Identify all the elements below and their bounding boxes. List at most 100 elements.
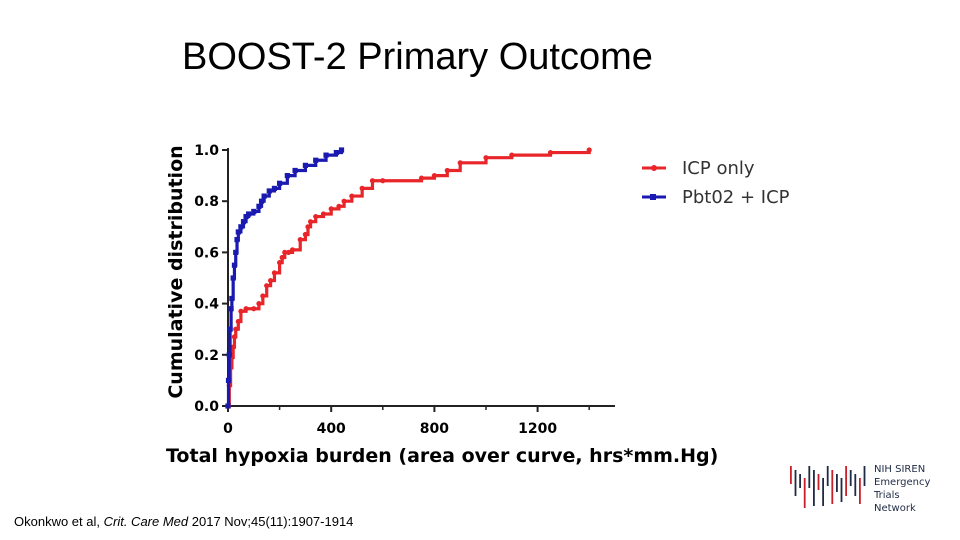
- data-point: [586, 147, 592, 153]
- data-point: [233, 326, 239, 332]
- data-point: [380, 178, 386, 184]
- chart-legend: ICP only Pbt02 + ICP: [642, 158, 790, 208]
- data-point: [328, 206, 334, 212]
- data-point: [230, 275, 236, 281]
- data-point: [233, 249, 239, 255]
- data-point: [341, 198, 347, 204]
- data-point: [271, 270, 278, 276]
- logo-line-4: Network: [874, 503, 916, 514]
- chart-axes: 0.0 0.2 0.4 0.6 0.8 1.0 0 400 800 1200: [194, 143, 615, 437]
- data-point: [305, 224, 311, 230]
- data-point: [238, 308, 244, 314]
- logo-bar: [803, 478, 806, 508]
- data-point: [292, 167, 298, 174]
- y-tick-label: 0.6: [194, 245, 219, 261]
- x-tick-label: 800: [420, 421, 449, 437]
- y-axis-label: Cumulative distribution: [165, 145, 187, 398]
- data-point: [277, 180, 283, 186]
- data-point: [266, 188, 272, 194]
- data-point: [225, 403, 231, 409]
- series-layer: [225, 147, 592, 409]
- data-point: [235, 318, 241, 325]
- data-point: [240, 219, 247, 225]
- data-point: [418, 175, 425, 181]
- data-point: [251, 306, 257, 312]
- data-point: [313, 213, 319, 220]
- series-line: [227, 150, 591, 408]
- series-line: [226, 150, 344, 408]
- data-point: [302, 162, 308, 168]
- legend-item: ICP only: [642, 158, 755, 179]
- data-point: [231, 334, 238, 340]
- x-axis-label: Total hypoxia burden (area over curve, h…: [166, 445, 718, 467]
- data-point: [246, 211, 252, 217]
- logo-bar: [826, 466, 829, 486]
- data-point: [228, 306, 234, 312]
- logo-bar: [790, 466, 792, 484]
- data-point: [231, 262, 238, 268]
- x-tick-label: 400: [317, 421, 346, 437]
- data-point: [349, 193, 355, 199]
- logo-bar: [840, 478, 843, 502]
- y-tick-label: 0.8: [194, 194, 219, 210]
- data-point: [260, 293, 266, 299]
- logo-bar: [849, 470, 852, 486]
- logo-line-3: Trials: [873, 490, 900, 501]
- data-point: [313, 157, 319, 163]
- data-point: [286, 249, 292, 255]
- data-point: [279, 254, 285, 261]
- citation: Okonkwo et al, Crit. Care Med 2017 Nov;4…: [14, 514, 353, 529]
- data-point: [277, 260, 283, 266]
- nih-siren-logo: NIH SIREN Emergency Trials Network: [790, 464, 930, 514]
- data-point: [256, 301, 262, 307]
- y-tick-label: 0.2: [194, 348, 219, 364]
- data-point: [230, 344, 236, 350]
- logo-bar: [822, 478, 824, 506]
- data-point: [267, 277, 274, 284]
- logo-bar: [845, 466, 847, 496]
- data-point: [483, 155, 489, 161]
- data-point: [333, 149, 339, 156]
- y-tick-label: 0.0: [194, 399, 219, 415]
- data-point: [235, 229, 241, 235]
- data-point: [323, 152, 329, 158]
- data-point: [359, 185, 365, 191]
- y-tick-label: 0.4: [194, 297, 219, 313]
- logo-line-1: NIH SIREN: [874, 464, 925, 475]
- logo-bars: [790, 466, 866, 508]
- data-point: [258, 198, 265, 204]
- data-point: [229, 295, 235, 302]
- data-point: [431, 173, 437, 179]
- citation-authors: Okonkwo et al,: [14, 514, 104, 529]
- x-tick-label: 0: [223, 421, 233, 437]
- legend-item: Pbt02 + ICP: [642, 187, 790, 208]
- data-point: [282, 249, 288, 255]
- logo-bar: [813, 470, 815, 506]
- data-point: [547, 149, 554, 156]
- data-point: [302, 231, 308, 238]
- logo-line-2: Emergency: [874, 477, 930, 488]
- logo-bar: [799, 474, 801, 488]
- data-point: [225, 377, 232, 383]
- x-tick-label: 1200: [518, 421, 557, 437]
- slide-title: BOOST-2 Primary Outcome: [182, 36, 653, 78]
- logo-bar: [831, 470, 834, 504]
- data-point: [243, 306, 249, 312]
- logo-bar: [836, 474, 838, 492]
- data-point: [336, 203, 342, 209]
- data-point: [284, 173, 290, 179]
- data-point: [457, 160, 463, 166]
- data-point: [264, 283, 270, 289]
- data-point: [444, 167, 450, 174]
- logo-bar: [808, 466, 811, 488]
- citation-journal: Crit. Care Med: [103, 514, 189, 529]
- logo-bar: [817, 474, 820, 490]
- logo-bar: [859, 478, 861, 504]
- y-tick-label: 1.0: [194, 143, 219, 159]
- data-point: [369, 178, 376, 184]
- legend-marker: [651, 165, 657, 171]
- data-point: [226, 352, 232, 358]
- data-point: [297, 237, 303, 243]
- data-point: [307, 219, 314, 225]
